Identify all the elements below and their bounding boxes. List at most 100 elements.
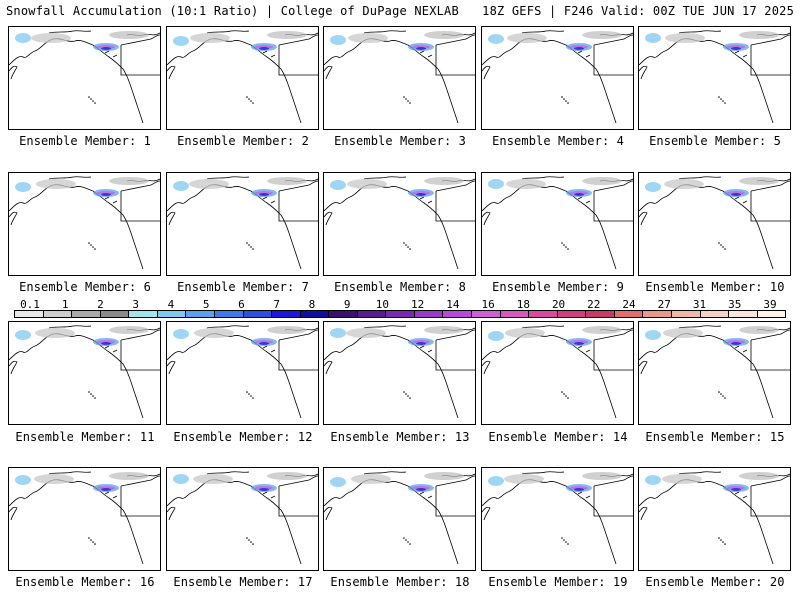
ensemble-member-map bbox=[323, 467, 476, 571]
colorbar-label: 12 bbox=[410, 298, 425, 311]
ensemble-member-label: Ensemble Member: 11 bbox=[15, 430, 155, 444]
ensemble-member-label: Ensemble Member: 17 bbox=[173, 575, 313, 589]
colorbar-label: 10 bbox=[375, 298, 389, 311]
map-canvas bbox=[324, 30, 475, 124]
ensemble-member-map bbox=[8, 467, 161, 571]
ensemble-member-label: Ensemble Member: 19 bbox=[488, 575, 628, 589]
colorbar-segment bbox=[500, 311, 530, 317]
colorbar-segment bbox=[557, 311, 587, 317]
ensemble-member-map bbox=[638, 26, 791, 130]
ensemble-member-label: Ensemble Member: 2 bbox=[177, 134, 309, 148]
title-bar: Snowfall Accumulation (10:1 Ratio) | Col… bbox=[0, 0, 800, 22]
colorbar-segment bbox=[72, 311, 101, 317]
map-canvas bbox=[639, 176, 790, 270]
map-canvas bbox=[9, 325, 160, 419]
ensemble-member-label: Ensemble Member: 18 bbox=[330, 575, 470, 589]
map-canvas bbox=[482, 471, 633, 565]
colorbar-segment bbox=[300, 311, 330, 317]
map-canvas bbox=[324, 176, 475, 270]
colorbar-label: 35 bbox=[728, 298, 742, 311]
colorbar-segment bbox=[43, 311, 73, 317]
ensemble-member-map bbox=[166, 26, 319, 130]
map-canvas bbox=[9, 471, 160, 565]
ensemble-member-label: Ensemble Member: 8 bbox=[334, 280, 466, 294]
ensemble-member-label: Ensemble Member: 5 bbox=[649, 134, 781, 148]
colorbar-segment bbox=[243, 311, 273, 317]
ensemble-member-label: Ensemble Member: 9 bbox=[492, 280, 624, 294]
map-canvas bbox=[482, 176, 633, 270]
colorbar-label: 3 bbox=[132, 298, 140, 311]
ensemble-member-map bbox=[481, 467, 634, 571]
colorbar-segment bbox=[414, 311, 444, 317]
colorbar-label: 9 bbox=[343, 298, 351, 311]
map-canvas bbox=[167, 176, 318, 270]
ensemble-member-map bbox=[323, 26, 476, 130]
map-canvas bbox=[167, 471, 318, 565]
colorbar-segment bbox=[214, 311, 244, 317]
colorbar-label: 2 bbox=[97, 298, 104, 311]
ensemble-member-map bbox=[638, 172, 791, 276]
ensemble-member-label: Ensemble Member: 1 bbox=[19, 134, 151, 148]
colorbar-label: 8 bbox=[308, 298, 316, 311]
ensemble-member-map bbox=[8, 321, 161, 425]
map-canvas bbox=[639, 471, 790, 565]
ensemble-member-label: Ensemble Member: 4 bbox=[492, 134, 624, 148]
colorbar-segment bbox=[472, 311, 501, 317]
colorbar-segment bbox=[272, 311, 301, 317]
colorbar-label: 22 bbox=[587, 298, 601, 311]
colorbar-label: 24 bbox=[622, 298, 636, 311]
ensemble-member-label: Ensemble Member: 14 bbox=[488, 430, 628, 444]
colorbar-label: 5 bbox=[202, 298, 210, 311]
colorbar-labels: 0.1 1 2 3 4 5 6 7 8 9 10 12 14 16 18 20 22 24 27 31 35 39 bbox=[14, 298, 786, 311]
map-canvas bbox=[9, 176, 160, 270]
colorbar-segment bbox=[15, 311, 44, 317]
colorbar-label: 6 bbox=[238, 298, 245, 311]
map-canvas bbox=[9, 30, 160, 124]
colorbar-label: 18 bbox=[516, 298, 530, 311]
ensemble-member-map bbox=[638, 467, 791, 571]
colorbar-segment bbox=[329, 311, 358, 317]
colorbar-segment bbox=[357, 311, 387, 317]
colorbar-label: 7 bbox=[273, 298, 280, 311]
colorbar-label: 27 bbox=[657, 298, 671, 311]
colorbar-segment bbox=[586, 311, 615, 317]
map-canvas bbox=[324, 471, 475, 565]
colorbar-label: 20 bbox=[551, 298, 566, 311]
colorbar-segment bbox=[443, 311, 472, 317]
ensemble-member-map bbox=[8, 26, 161, 130]
colorbar-label: 1 bbox=[61, 298, 69, 311]
ensemble-member-label: Ensemble Member: 15 bbox=[645, 430, 785, 444]
colorbar bbox=[14, 310, 786, 318]
colorbar-segment bbox=[100, 311, 130, 317]
run-valid-time: 18Z GEFS | F246 Valid: 00Z TUE JUN 17 20… bbox=[482, 4, 794, 18]
colorbar-segment bbox=[129, 311, 158, 317]
colorbar-segment bbox=[671, 311, 701, 317]
product-title: Snowfall Accumulation (10:1 Ratio) | Col… bbox=[6, 4, 459, 18]
ensemble-member-map bbox=[481, 321, 634, 425]
map-canvas bbox=[639, 30, 790, 124]
colorbar-label: 0.1 bbox=[20, 298, 40, 311]
ensemble-member-label: Ensemble Member: 10 bbox=[645, 280, 785, 294]
ensemble-member-map bbox=[323, 172, 476, 276]
map-canvas bbox=[167, 325, 318, 419]
ensemble-member-map bbox=[166, 467, 319, 571]
ensemble-member-map bbox=[323, 321, 476, 425]
colorbar-segment bbox=[757, 311, 786, 317]
ensemble-member-map bbox=[481, 26, 634, 130]
ensemble-member-label: Ensemble Member: 6 bbox=[19, 280, 151, 294]
colorbar-segment bbox=[643, 311, 672, 317]
map-canvas bbox=[482, 325, 633, 419]
colorbar-segment bbox=[729, 311, 758, 317]
ensemble-member-map bbox=[638, 321, 791, 425]
ensemble-member-map bbox=[481, 172, 634, 276]
ensemble-member-label: Ensemble Member: 3 bbox=[334, 134, 466, 148]
ensemble-member-label: Ensemble Member: 7 bbox=[177, 280, 309, 294]
colorbar-label: 16 bbox=[481, 298, 495, 311]
colorbar-label: 4 bbox=[167, 298, 175, 311]
ensemble-member-map bbox=[166, 172, 319, 276]
colorbar-segment bbox=[614, 311, 644, 317]
ensemble-member-map bbox=[8, 172, 161, 276]
colorbar-segment bbox=[186, 311, 215, 317]
colorbar-label: 39 bbox=[763, 298, 777, 311]
colorbar-segment bbox=[529, 311, 558, 317]
